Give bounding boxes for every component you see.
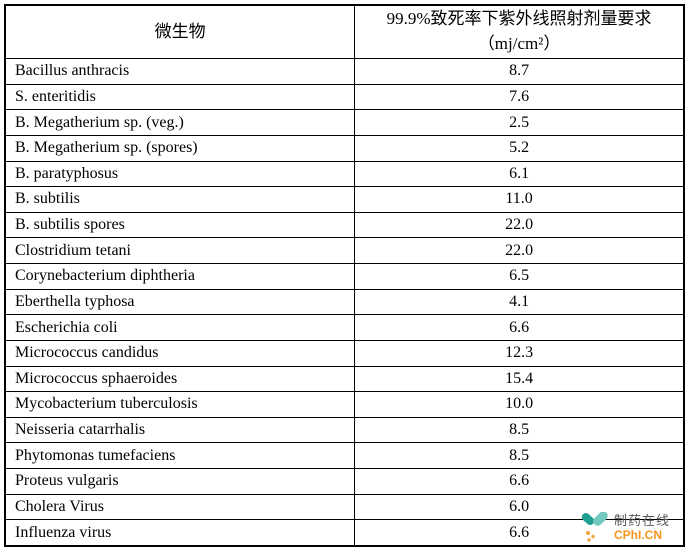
- table-row: Phytomonas tumefaciens 8.5: [4, 442, 685, 469]
- microbe-name-cell: Corynebacterium diphtheria: [4, 263, 356, 290]
- microbe-name-cell: Micrococcus candidus: [4, 339, 356, 367]
- dose-value-cell: 15.4: [354, 365, 685, 393]
- table-row: Eberthella typhosa 4.1: [4, 288, 685, 316]
- table-row: Influenza virus 6.6: [4, 519, 685, 547]
- dose-value-cell: 22.0: [354, 237, 685, 264]
- uv-dose-table: 微生物 99.9%致死率下紫外线照射剂量要求 （mj/cm²） Bacillus…: [4, 4, 685, 547]
- table-row: Mycobacterium tuberculosis 10.0: [4, 391, 685, 418]
- table-row: Micrococcus candidus 12.3: [4, 339, 685, 367]
- microbe-name-cell: S. enteritidis: [4, 83, 356, 111]
- microbe-name-cell: Phytomonas tumefaciens: [4, 442, 356, 469]
- table-body: Bacillus anthracis 8.7 S. enteritidis 7.6 B.…: [4, 58, 685, 547]
- dose-value-cell: 4.1: [354, 288, 685, 316]
- dose-value-cell: 6.0: [354, 493, 685, 521]
- microbe-name-cell: Escherichia coli: [4, 314, 356, 341]
- table-row: B. paratyphosus 6.1: [4, 160, 685, 188]
- microbe-name-cell: B. paratyphosus: [4, 160, 356, 188]
- dose-value-cell: 8.7: [354, 58, 685, 85]
- table-row: S. enteritidis 7.6: [4, 83, 685, 111]
- microbe-name-cell: B. Megatherium sp. (veg.): [4, 109, 356, 136]
- dose-value-cell: 6.6: [354, 314, 685, 341]
- table-row: Neisseria catarrhalis 8.5: [4, 416, 685, 444]
- table-row: B. subtilis spores 22.0: [4, 211, 685, 239]
- microbe-name-cell: Eberthella typhosa: [4, 288, 356, 316]
- table-row: B. Megatherium sp. (veg.) 2.5: [4, 109, 685, 136]
- col-microbe-header-label: 微生物: [154, 21, 206, 41]
- table-row: B. subtilis 11.0: [4, 186, 685, 213]
- table-row: Corynebacterium diphtheria 6.5: [4, 263, 685, 290]
- dose-value-cell: 10.0: [354, 391, 685, 418]
- table-header: 微生物 99.9%致死率下紫外线照射剂量要求 （mj/cm²）: [4, 4, 685, 59]
- dose-value-cell: 2.5: [354, 109, 685, 136]
- microbe-name-cell: B. subtilis: [4, 186, 356, 213]
- table-row: Cholera Virus 6.0: [4, 493, 685, 521]
- col-dose-header: 99.9%致死率下紫外线照射剂量要求 （mj/cm²）: [354, 4, 685, 59]
- table-row: Proteus vulgaris 6.6: [4, 468, 685, 495]
- col-dose-header-line2: （mj/cm²）: [477, 34, 561, 53]
- microbe-name-cell: Cholera Virus: [4, 493, 356, 521]
- dose-value-cell: 7.6: [354, 83, 685, 111]
- microbe-name-cell: Micrococcus sphaeroides: [4, 365, 356, 393]
- dose-value-cell: 8.5: [354, 416, 685, 444]
- col-microbe-header: 微生物: [4, 4, 356, 59]
- dose-value-cell: 6.1: [354, 160, 685, 188]
- microbe-name-cell: Mycobacterium tuberculosis: [4, 391, 356, 418]
- table-row: Clostridium tetani 22.0: [4, 237, 685, 264]
- dose-value-cell: 6.6: [354, 468, 685, 495]
- microbe-name-cell: Influenza virus: [4, 519, 356, 547]
- dose-value-cell: 8.5: [354, 442, 685, 469]
- col-dose-header-line1: 99.9%致死率下紫外线照射剂量要求: [386, 9, 652, 29]
- table-row: Micrococcus sphaeroides 15.4: [4, 365, 685, 393]
- table-row: B. Megatherium sp. (spores) 5.2: [4, 134, 685, 162]
- microbe-name-cell: Neisseria catarrhalis: [4, 416, 356, 444]
- header-row: 微生物 99.9%致死率下紫外线照射剂量要求 （mj/cm²）: [4, 4, 685, 59]
- dose-value-cell: 6.6: [354, 519, 685, 547]
- table-row: Escherichia coli 6.6: [4, 314, 685, 341]
- table-row: Bacillus anthracis 8.7: [4, 58, 685, 85]
- dose-value-cell: 6.5: [354, 263, 685, 290]
- dose-value-cell: 5.2: [354, 134, 685, 162]
- microbe-name-cell: Clostridium tetani: [4, 237, 356, 264]
- microbe-name-cell: B. Megatherium sp. (spores): [4, 134, 356, 162]
- dose-value-cell: 12.3: [354, 339, 685, 367]
- microbe-name-cell: Bacillus anthracis: [4, 58, 356, 85]
- dose-value-cell: 11.0: [354, 186, 685, 213]
- dose-value-cell: 22.0: [354, 211, 685, 239]
- microbe-name-cell: Proteus vulgaris: [4, 468, 356, 495]
- microbe-name-cell: B. subtilis spores: [4, 211, 356, 239]
